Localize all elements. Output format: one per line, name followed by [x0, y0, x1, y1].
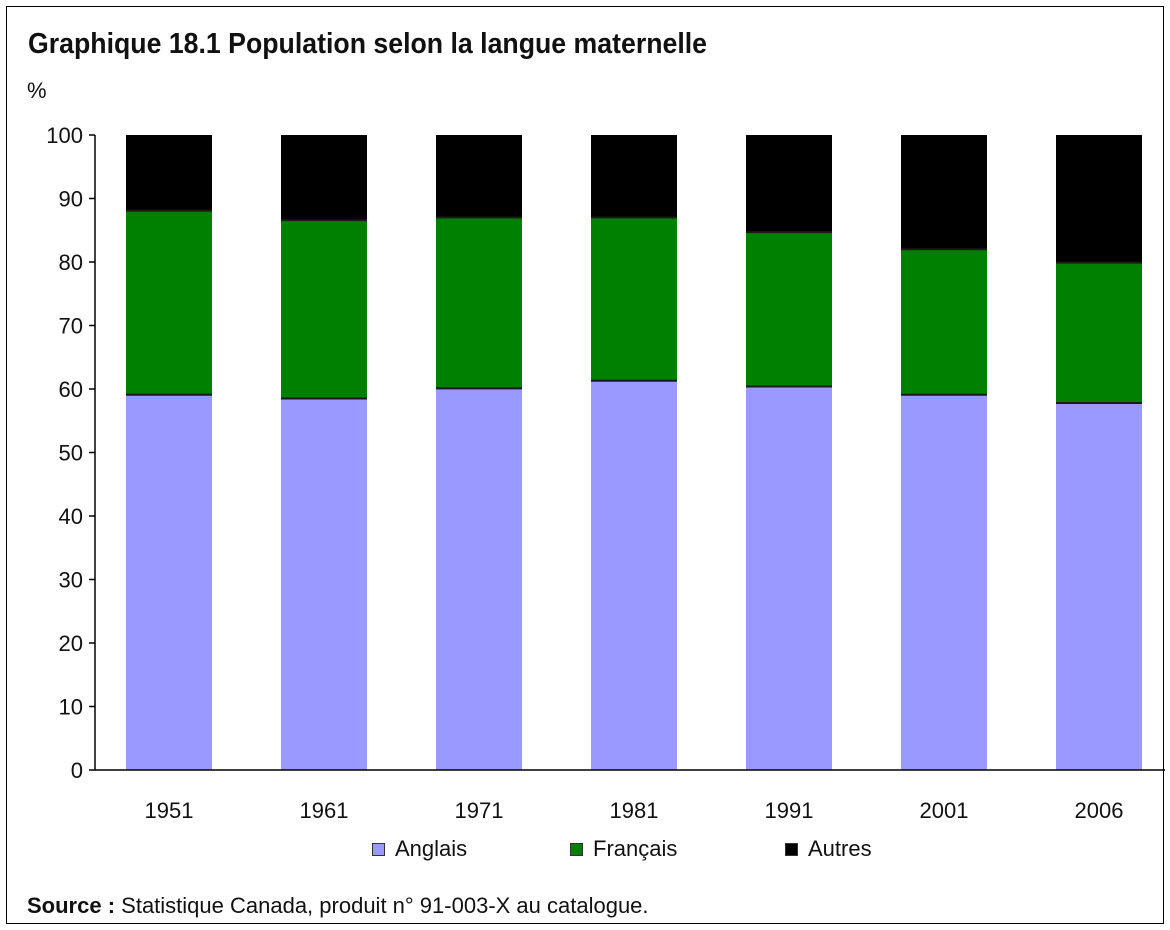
y-tick-label: 40	[59, 504, 83, 529]
y-tick-label: 60	[59, 377, 83, 402]
legend-item: Autres	[785, 836, 872, 862]
bar-anglais-1961	[281, 398, 367, 770]
source-text: Statistique Canada, produit n° 91-003-X …	[121, 893, 649, 918]
chart-title: Graphique 18.1 Population selon la langu…	[28, 28, 708, 60]
y-tick-label: 80	[59, 250, 83, 275]
legend-swatch	[372, 842, 385, 856]
y-tick-label: 50	[59, 441, 83, 466]
bar-anglais-1951	[126, 394, 212, 770]
legend-label: Autres	[808, 836, 872, 861]
y-tick-label: 30	[59, 568, 83, 593]
legend-swatch	[570, 842, 583, 856]
x-tick-label: 1991	[765, 798, 814, 823]
bar-franais-2001	[901, 249, 987, 395]
y-tick-label: 20	[59, 631, 83, 656]
source-label: Source :	[27, 893, 116, 918]
bar-anglais-1971	[436, 388, 522, 770]
legend-swatch	[785, 842, 798, 856]
bar-autres-1991	[746, 135, 832, 233]
x-tick-label: 1961	[300, 798, 349, 823]
bar-anglais-1991	[746, 386, 832, 770]
bar-franais-1951	[126, 210, 212, 395]
legend-item: Français	[570, 836, 677, 862]
y-tick-label: 100	[46, 123, 83, 148]
bar-franais-1991	[746, 232, 832, 387]
legend-label: Français	[593, 836, 678, 861]
y-tick-label: 10	[59, 695, 83, 720]
legend: Anglais Français Autres	[0, 836, 1170, 866]
bar-autres-1971	[436, 135, 522, 218]
bar-autres-1951	[126, 135, 212, 211]
legend-label: Anglais	[395, 836, 468, 861]
bar-franais-1961	[281, 220, 367, 399]
x-tick-label: 1971	[455, 798, 504, 823]
x-tick-label: 2001	[920, 798, 969, 823]
y-tick-label: 70	[59, 314, 83, 339]
bar-autres-2006	[1056, 135, 1142, 263]
y-axis-unit: %	[27, 78, 47, 103]
bar-anglais-2001	[901, 394, 987, 770]
x-tick-label: 1981	[610, 798, 659, 823]
bar-autres-1981	[591, 135, 677, 218]
bar-franais-1981	[591, 217, 677, 381]
y-tick-label: 0	[71, 758, 83, 783]
y-tick-label: 90	[59, 187, 83, 212]
legend-item: Anglais	[372, 836, 467, 862]
source-note: Source : Statistique Canada, produit n° …	[27, 893, 649, 919]
bar-franais-1971	[436, 217, 522, 389]
x-tick-label: 1951	[145, 798, 194, 823]
bar-autres-1961	[281, 135, 367, 221]
bar-anglais-2006	[1056, 402, 1142, 770]
bar-franais-2006	[1056, 262, 1142, 403]
x-tick-label: 2006	[1075, 798, 1124, 823]
bar-autres-2001	[901, 135, 987, 250]
bar-anglais-1981	[591, 380, 677, 770]
